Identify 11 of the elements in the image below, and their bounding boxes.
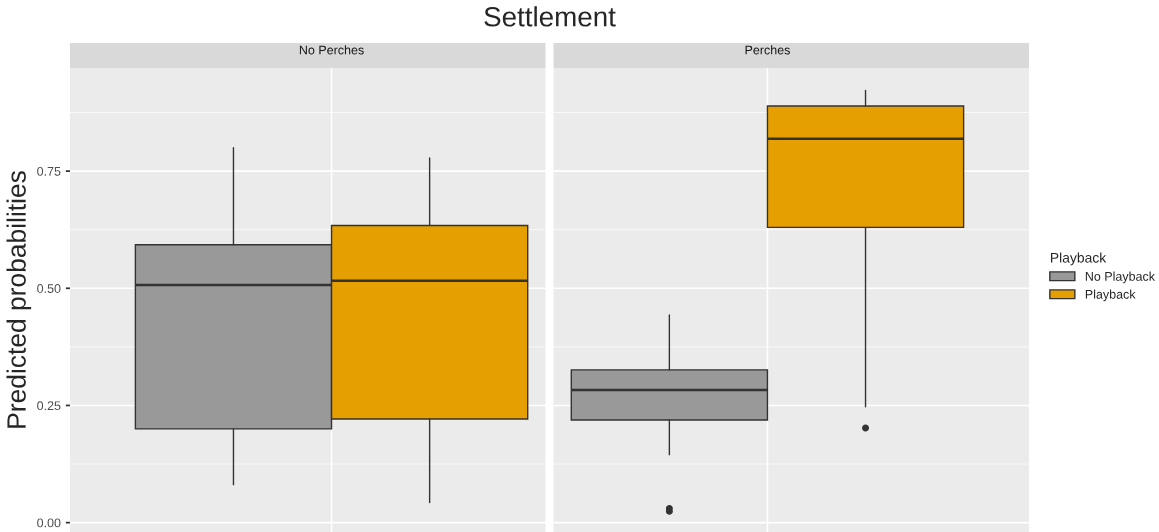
y-tick-label: 0.75	[37, 166, 61, 176]
legend-label: Playback	[1085, 289, 1136, 302]
y-tick-label: 0.50	[37, 284, 61, 293]
legend-label: No Playback	[1085, 271, 1156, 284]
y-axis-title: Predicted probabilities	[6, 171, 32, 428]
y-tick-label: 0.00	[37, 518, 61, 528]
chart-title: Settlement	[484, 6, 616, 27]
legend-title: Playback	[1050, 252, 1107, 266]
x-tick-label: Perches	[745, 45, 790, 55]
y-tick-label: 0.25	[37, 401, 61, 411]
x-tick-label: No Perches	[299, 45, 364, 55]
